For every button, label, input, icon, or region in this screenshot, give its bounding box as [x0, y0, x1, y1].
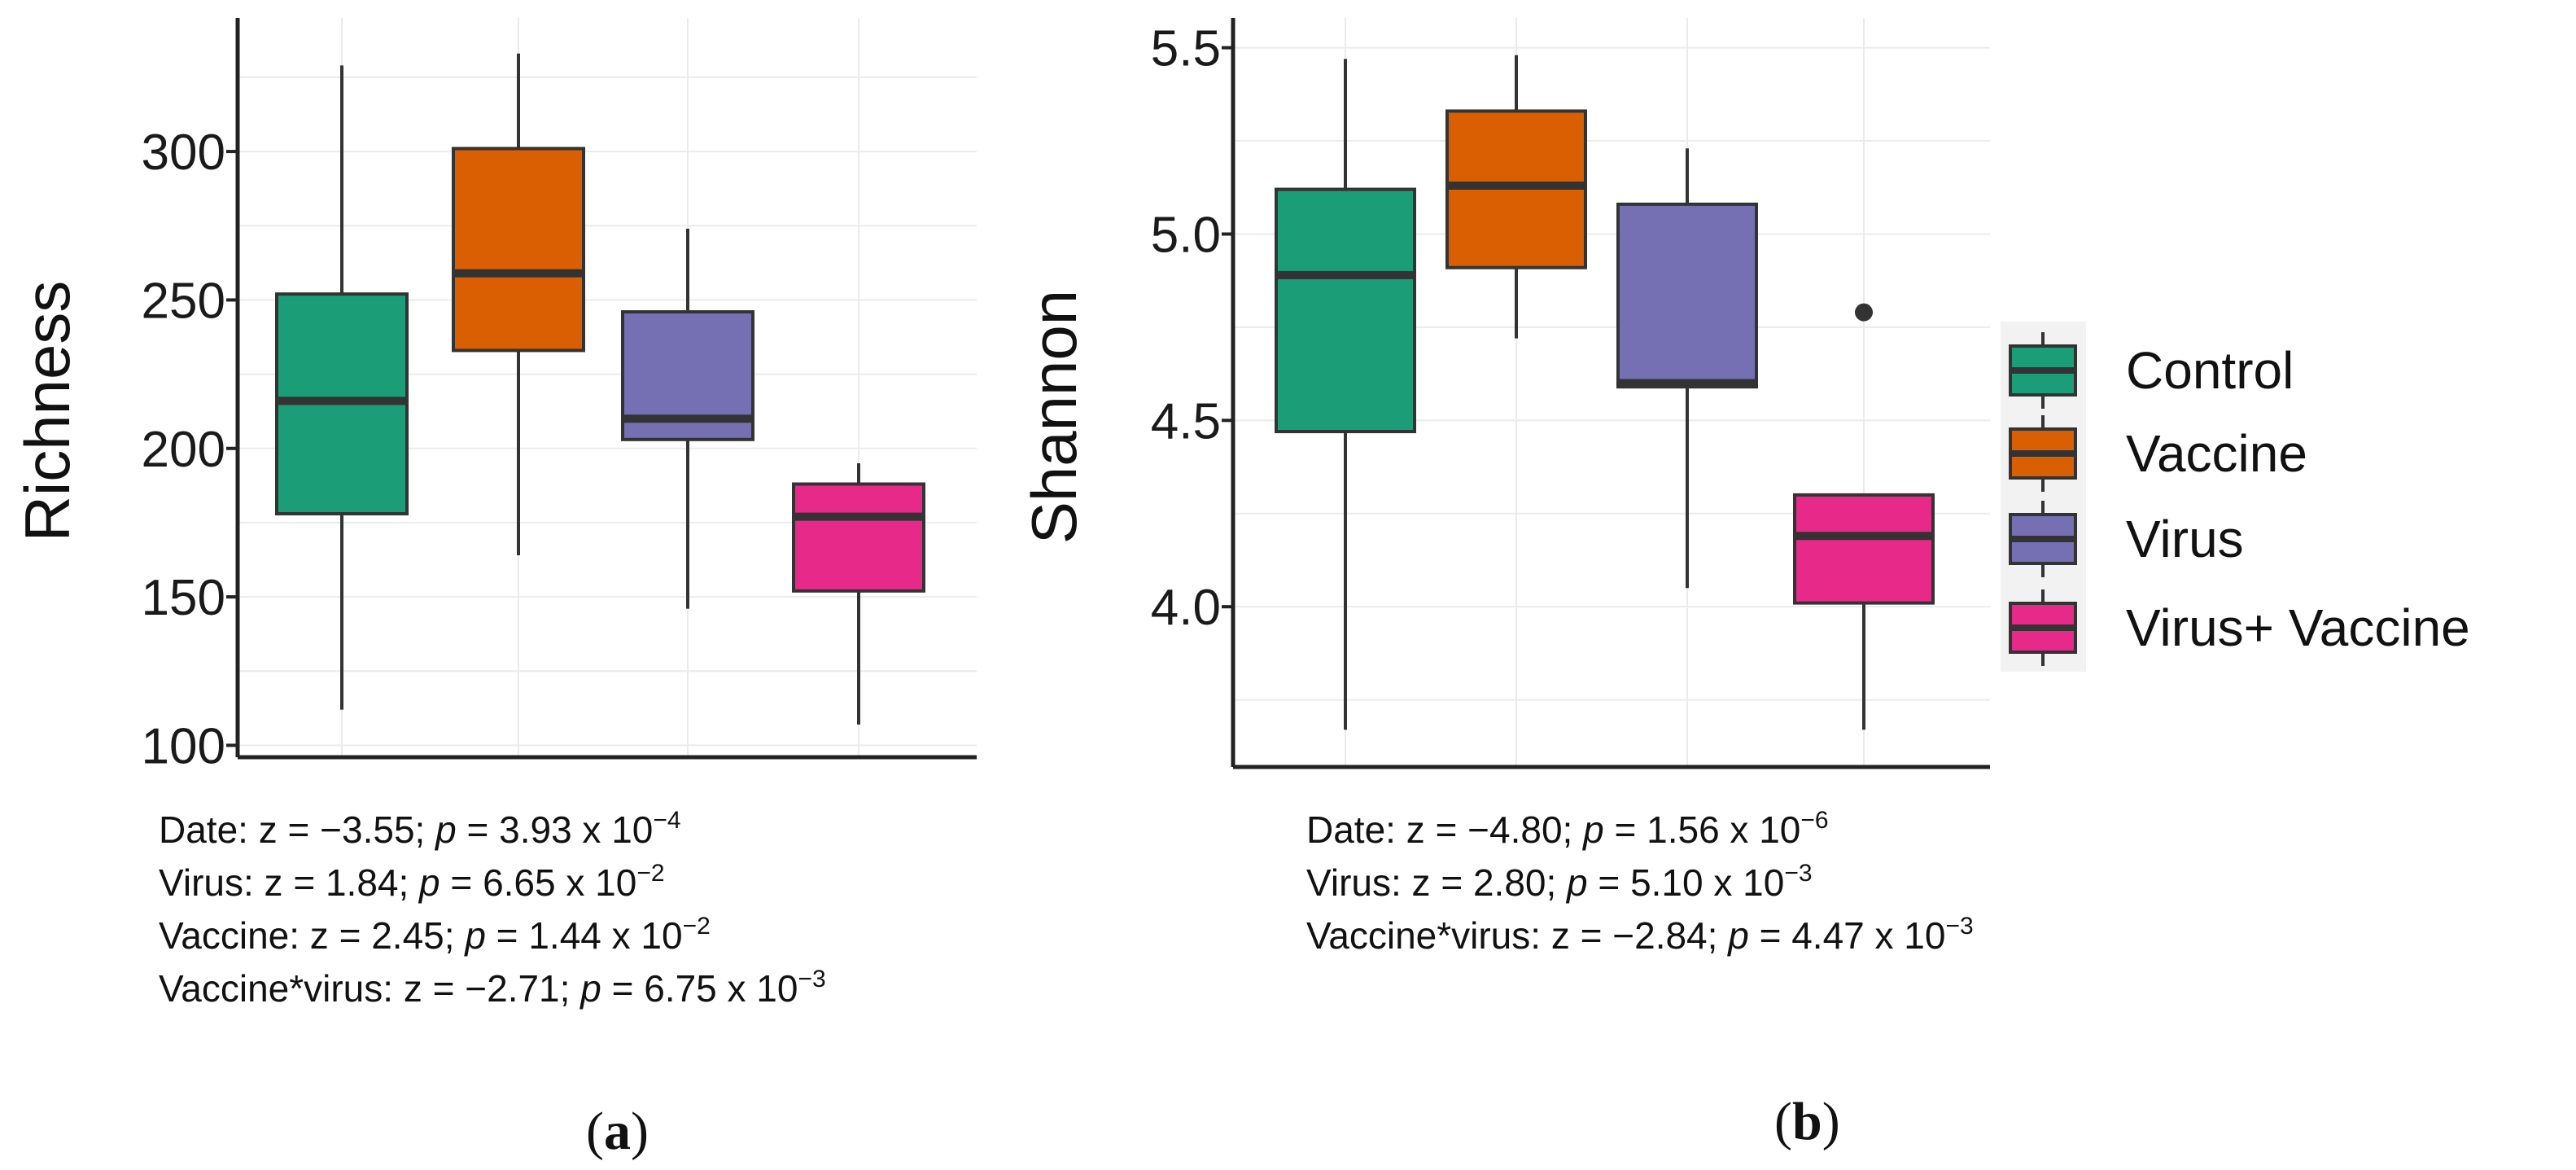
y-axis-title: Shannon — [1018, 290, 1090, 544]
legend-label: Control — [2126, 341, 2294, 400]
box-virus — [1616, 202, 1758, 389]
panel-label-a: (a) — [586, 1102, 649, 1161]
y-tick-label: 150 — [142, 570, 225, 626]
stat-line: Virus: z = 2.80; p = 5.10 x 10−3 — [1306, 860, 1813, 904]
stat-line: Date: z = −3.55; p = 3.93 x 10−4 — [159, 807, 681, 851]
y-tick-label: 200 — [142, 422, 225, 478]
box-virusvaccine — [792, 482, 925, 593]
y-axis-title: Richness — [11, 281, 83, 542]
stats-panel-a: Date: z = −3.55; p = 3.93 x 10−4 Virus: … — [159, 806, 826, 1018]
y-tick-label: 100 — [142, 718, 225, 774]
stat-line: Vaccine*virus: z = −2.71; p = 6.75 x 10−… — [159, 966, 826, 1010]
stats-panel-b: Date: z = −4.80; p = 1.56 x 10−6 Virus: … — [1306, 806, 1974, 965]
box-virusvaccine — [1793, 493, 1935, 605]
legend-label: Virus+ Vaccine — [2126, 598, 2470, 657]
panel-label-b: (b) — [1774, 1092, 1840, 1151]
box-control — [1275, 187, 1416, 434]
stat-line: Vaccine*virus: z = −2.84; p = 4.47 x 10−… — [1306, 913, 1974, 957]
y-tick-label: 250 — [142, 273, 225, 329]
shannon-chart: 4.0 4.5 5.0 5.5 Shannon — [1018, 18, 1990, 769]
box-vaccine — [452, 147, 585, 353]
legend-label: Vaccine — [2126, 424, 2307, 483]
y-tick-label: 4.0 — [1151, 580, 1221, 636]
stat-line: Date: z = −4.80; p = 1.56 x 10−6 — [1306, 807, 1829, 851]
y-tick-label: 300 — [142, 125, 225, 181]
y-tick-label: 4.5 — [1151, 393, 1221, 449]
richness-chart: 100 150 200 250 300 Richness — [11, 18, 977, 774]
stat-line: Virus: z = 1.84; p = 6.65 x 10−2 — [159, 860, 665, 904]
y-tick-label: 5.5 — [1151, 21, 1221, 77]
outlier-point — [1855, 303, 1873, 322]
y-tick-label: 5.0 — [1151, 207, 1221, 263]
stat-line: Vaccine: z = 2.45; p = 1.44 x 10−2 — [159, 913, 711, 957]
legend: Control Vaccine Virus Virus+ Vaccine — [2001, 322, 2470, 672]
legend-label: Virus — [2126, 510, 2244, 568]
